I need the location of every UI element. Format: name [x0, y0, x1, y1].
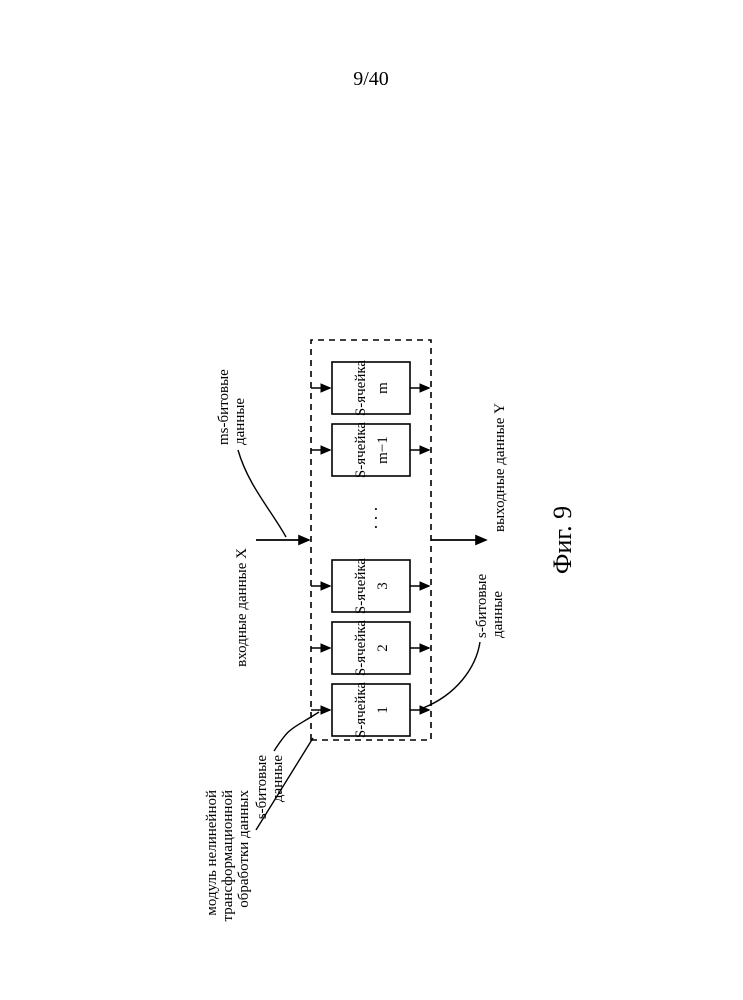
s-box-label-top: S-ячейка	[353, 360, 369, 417]
diagram: S-ячейка 1 S-ячейка 2 S-ячейка 3 . . . S-ячейка…	[204, 340, 577, 921]
s-box-label-bottom: 2	[375, 644, 391, 652]
s-bit-out-label: s-битовыеданные	[474, 573, 506, 638]
s-bit-out-leader	[423, 642, 480, 708]
s-box	[332, 622, 410, 674]
s-bit-in-leader	[274, 712, 319, 751]
s-box-label-bottom: m	[375, 382, 391, 394]
s-box-label-bottom: 1	[375, 706, 391, 714]
page-number: 9/40	[353, 68, 389, 90]
s-box	[332, 424, 410, 476]
s-box	[332, 684, 410, 736]
figure-label: Фиг. 9	[548, 506, 577, 574]
s-box-label-top: S-ячейка	[353, 620, 369, 677]
s-box-label-top: S-ячейка	[353, 422, 369, 479]
s-box	[332, 560, 410, 612]
module-label: модуль нелинейнойтрансформационнойобрабо…	[204, 790, 252, 922]
ms-bit-label: ms-битовыеданные	[216, 369, 248, 445]
s-box-label-bottom: m−1	[375, 436, 391, 464]
input-label: входные данные X	[234, 548, 250, 667]
ellipsis: . . .	[361, 507, 381, 530]
s-box-label-bottom: 3	[375, 582, 391, 590]
s-bit-in-label: s-битовыеданные	[254, 755, 286, 820]
s-box-label-top: S-ячейка	[353, 558, 369, 615]
output-label: выходные данные Y	[492, 403, 508, 532]
ms-bit-leader	[238, 450, 286, 537]
s-box	[332, 362, 410, 414]
s-box-label-top: S-ячейка	[353, 682, 369, 739]
